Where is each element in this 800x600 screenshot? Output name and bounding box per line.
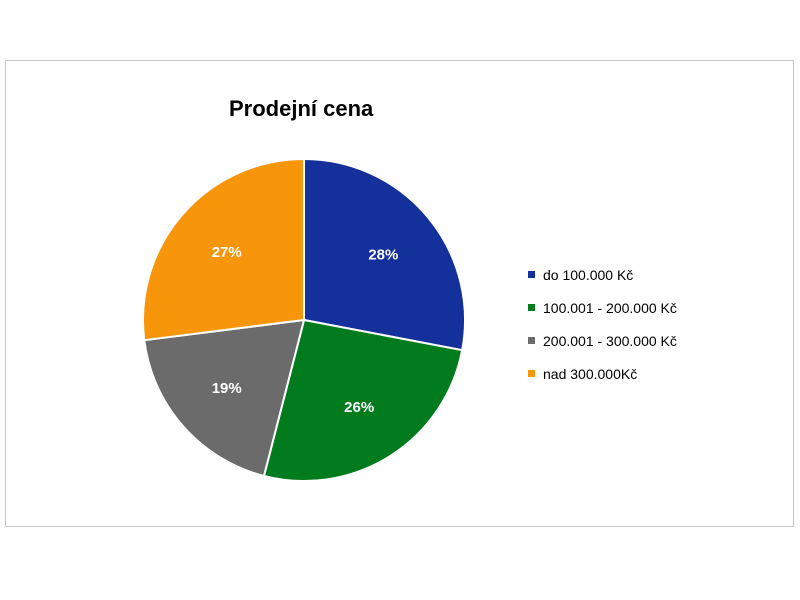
slice-label: 19%: [212, 380, 242, 397]
legend-label: nad 300.000Kč: [543, 365, 638, 382]
legend-item: 200.001 - 300.000 Kč: [528, 324, 677, 357]
legend-item: 100.001 - 200.000 Kč: [528, 291, 677, 324]
chart-title: Prodejní cena: [229, 96, 374, 121]
slice-label: 28%: [368, 246, 398, 263]
chart-legend: do 100.000 Kč 100.001 - 200.000 Kč 200.0…: [528, 258, 677, 390]
pie-slice: [143, 318, 306, 478]
pie-slice: [303, 157, 466, 352]
legend-swatch: [528, 304, 535, 311]
legend-label: 200.001 - 300.000 Kč: [543, 332, 677, 349]
legend-swatch: [528, 271, 535, 278]
pie-slice: [262, 318, 464, 482]
legend-item: do 100.000 Kč: [528, 258, 677, 291]
legend-swatch: [528, 337, 535, 344]
legend-label: 100.001 - 200.000 Kč: [543, 299, 677, 316]
slice-label: 27%: [212, 244, 242, 261]
pie-slice: [142, 157, 305, 342]
legend-swatch: [528, 370, 535, 377]
slice-label: 26%: [344, 399, 374, 416]
legend-label: do 100.000 Kč: [543, 266, 634, 283]
legend-item: nad 300.000Kč: [528, 357, 677, 390]
